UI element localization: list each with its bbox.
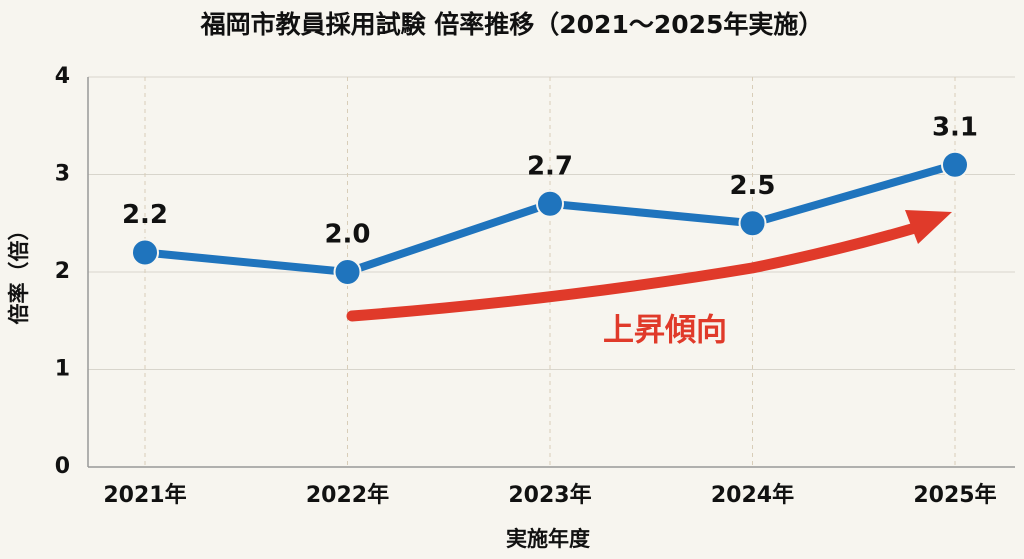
data-point <box>941 150 969 179</box>
chart-title: 福岡市教員採用試験 倍率推移（2021〜2025年実施） <box>200 10 824 39</box>
x-tick-label: 2023年 <box>508 482 591 508</box>
data-label: 2.2 <box>122 200 168 230</box>
data-point <box>536 189 564 218</box>
trend-arrow-head <box>905 210 952 244</box>
x-tick-label: 2022年 <box>306 482 389 508</box>
x-tick-label: 2021年 <box>103 482 186 508</box>
x-axis-label: 実施年度 <box>506 527 590 551</box>
data-label: 2.5 <box>729 171 775 201</box>
x-tick-label: 2024年 <box>711 482 794 508</box>
data-point <box>131 238 159 267</box>
annotation: 上昇傾向 <box>603 313 727 349</box>
y-tick-label: 0 <box>55 454 70 479</box>
y-axis-label: 倍率（倍） <box>7 220 31 325</box>
data-label: 3.1 <box>932 112 978 142</box>
data-label: 2.7 <box>527 151 573 181</box>
data-point <box>738 209 767 238</box>
y-tick-label: 4 <box>55 64 70 89</box>
y-tick-label: 3 <box>55 162 70 187</box>
y-tick-label: 1 <box>55 357 70 382</box>
y-tick-label: 2 <box>55 259 70 284</box>
x-tick-label: 2025年 <box>913 482 996 508</box>
data-label: 2.0 <box>324 220 370 250</box>
data-point <box>333 258 362 286</box>
trend-arrow <box>346 222 921 322</box>
